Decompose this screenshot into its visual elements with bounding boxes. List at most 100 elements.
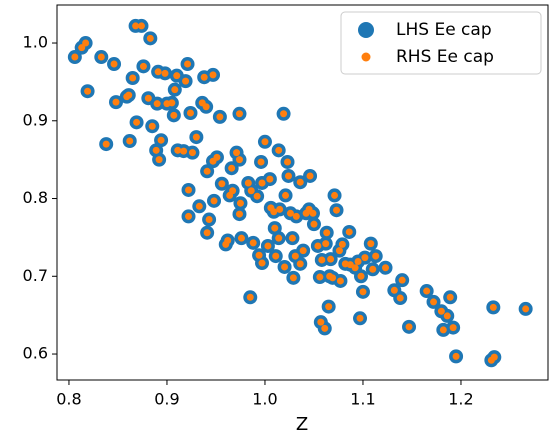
point <box>84 87 92 95</box>
point <box>264 242 272 250</box>
point <box>249 239 257 247</box>
point <box>430 298 438 306</box>
point <box>133 118 141 126</box>
point <box>146 34 154 42</box>
point <box>321 324 329 332</box>
point <box>218 180 226 188</box>
point <box>188 149 196 157</box>
point <box>195 202 203 210</box>
point <box>186 109 194 117</box>
x-tick-label: 1.1 <box>350 390 375 409</box>
point <box>261 138 269 146</box>
point <box>185 186 193 194</box>
point <box>314 242 322 250</box>
point <box>247 187 255 195</box>
point <box>182 77 190 85</box>
x-tick-label: 1.0 <box>252 390 277 409</box>
point <box>154 68 162 76</box>
point <box>296 178 304 186</box>
point <box>266 175 274 183</box>
point <box>153 100 161 108</box>
point <box>423 287 431 295</box>
point <box>112 98 120 106</box>
point <box>284 172 292 180</box>
point <box>351 264 359 272</box>
point <box>102 140 110 148</box>
legend-label: LHS Ee cap <box>396 20 492 40</box>
point <box>229 187 237 195</box>
point <box>357 272 365 280</box>
point <box>205 216 213 224</box>
point <box>382 264 390 272</box>
legend-box <box>340 11 542 75</box>
point <box>236 199 244 207</box>
point <box>180 147 188 155</box>
point <box>322 240 330 248</box>
point <box>148 122 156 130</box>
point <box>200 73 208 81</box>
point <box>522 305 530 313</box>
point <box>257 158 265 166</box>
point <box>275 146 283 154</box>
y-tick-label: 0.9 <box>23 110 48 129</box>
point <box>354 258 362 266</box>
legend-marker <box>358 22 374 38</box>
point <box>255 251 263 259</box>
point <box>97 53 105 61</box>
y-tick-label: 0.8 <box>23 188 48 207</box>
point <box>405 323 413 331</box>
point <box>152 146 160 154</box>
point <box>309 209 317 217</box>
point <box>161 69 169 77</box>
point <box>209 71 217 79</box>
point <box>316 273 324 281</box>
point <box>276 205 284 213</box>
point <box>137 22 145 30</box>
point <box>237 234 245 242</box>
point <box>490 353 498 361</box>
point <box>333 206 341 214</box>
point <box>139 62 147 70</box>
series <box>71 22 530 364</box>
plot-frame <box>56 4 549 381</box>
point <box>173 72 181 80</box>
point <box>235 210 243 218</box>
point <box>437 307 445 315</box>
point <box>318 256 326 264</box>
point <box>345 228 353 236</box>
point <box>331 191 339 199</box>
point <box>82 39 90 47</box>
point <box>168 99 176 107</box>
point <box>174 146 182 154</box>
point <box>132 22 140 30</box>
point <box>78 44 86 52</box>
point <box>390 286 398 294</box>
point <box>129 74 137 82</box>
x-tick-label: 1.2 <box>448 390 473 409</box>
point <box>216 113 224 121</box>
point <box>489 303 497 311</box>
point <box>235 110 243 118</box>
point <box>184 60 192 68</box>
point <box>327 255 335 263</box>
point <box>202 103 210 111</box>
legend-marker <box>361 52 371 62</box>
point <box>275 234 283 242</box>
point <box>125 91 133 99</box>
point <box>292 212 300 220</box>
point <box>144 94 152 102</box>
point <box>170 111 178 119</box>
point <box>291 252 299 260</box>
point <box>282 191 290 199</box>
point <box>329 274 337 282</box>
point <box>213 153 221 161</box>
point <box>398 276 406 284</box>
point <box>367 240 375 248</box>
point <box>288 234 296 242</box>
point <box>71 53 79 61</box>
point <box>446 293 454 301</box>
point <box>306 172 314 180</box>
point <box>449 324 457 332</box>
